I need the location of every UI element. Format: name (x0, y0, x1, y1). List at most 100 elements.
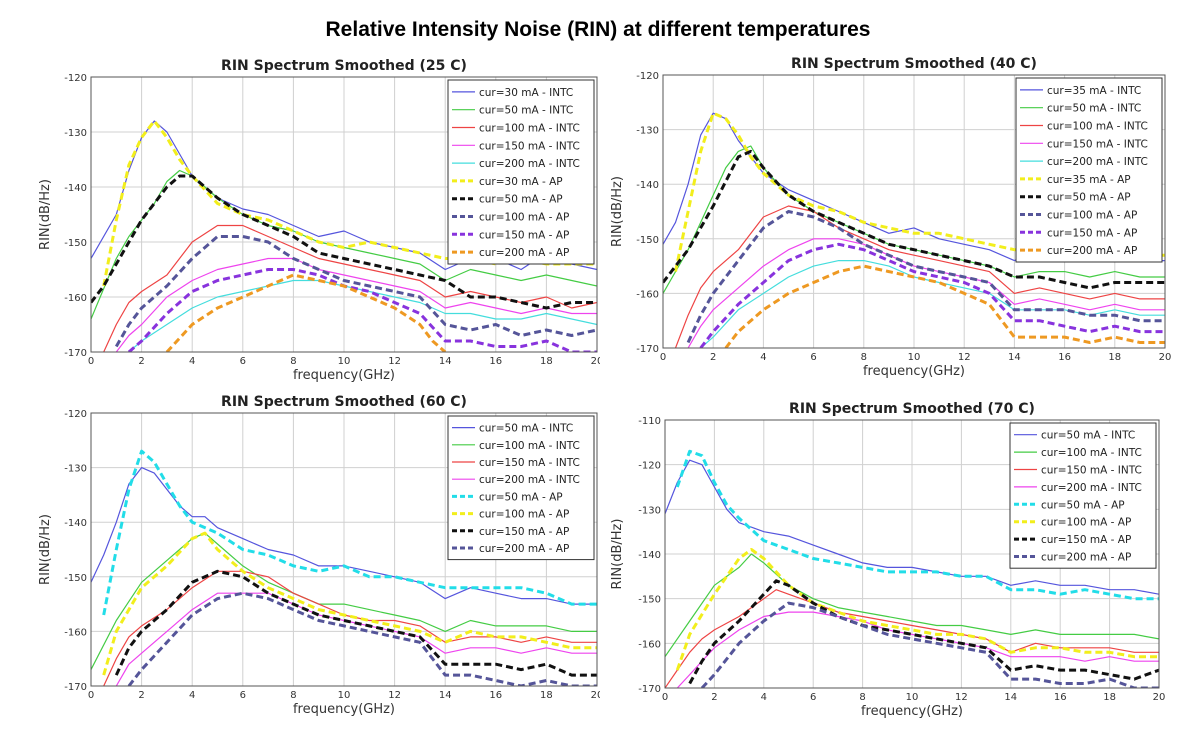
y-axis-label: RIN(dB/Hz) (610, 176, 625, 247)
legend-entry: cur=100 mA - AP (1041, 517, 1131, 529)
x-tick-label: 12 (388, 356, 401, 367)
x-tick-label: 8 (290, 690, 296, 701)
series-line (115, 257, 597, 352)
legend-entry: cur=150 mA - INTC (1041, 465, 1142, 477)
legend-entry: cur=200 mA - INTC (1041, 482, 1142, 494)
legend-box (447, 415, 595, 561)
y-tick-label: -150 (64, 238, 87, 249)
legend-entry: cur=100 mA - AP (479, 212, 569, 224)
x-tick-label: 18 (540, 356, 553, 367)
legend-entry: cur=50 mA - AP (1041, 499, 1125, 511)
x-tick-label: 18 (1108, 352, 1121, 363)
legend-entry: cur=200 mA - AP (479, 543, 569, 555)
x-tick-label: 14 (439, 356, 452, 367)
legend-entry: cur=35 mA - INTC (1047, 85, 1141, 97)
y-tick-label: -130 (638, 505, 661, 516)
x-tick-label: 18 (1103, 692, 1116, 703)
x-tick-label: 8 (290, 356, 296, 367)
legend-entry: cur=200 mA - AP (1041, 552, 1131, 564)
series-line (700, 260, 1165, 348)
x-tick-label: 10 (338, 356, 351, 367)
x-tick-label: 2 (138, 356, 144, 367)
legend-entry: cur=200 mA - AP (1047, 245, 1137, 257)
chart-title: RIN Spectrum Smoothed (60 C) (221, 395, 467, 410)
y-tick-label: -170 (638, 684, 661, 695)
rin-chart: RIN Spectrum Smoothed (60 C) 0 2 4 6 8 10 12 14 1… (38, 395, 600, 717)
series-line (724, 264, 1165, 348)
chart-panel-70c: RIN Spectrum Smoothed (70 C) 0 2 4 6 8 10 12 14 1… (607, 398, 1179, 730)
x-tick-label: 16 (1058, 352, 1071, 363)
legend-entry: cur=50 mA - INTC (479, 105, 573, 117)
x-tick-label: 4 (189, 356, 195, 367)
legend-entry: cur=100 mA - INTC (1041, 447, 1142, 459)
series-line (674, 205, 1165, 348)
series-line (165, 273, 447, 352)
x-tick-label: 16 (489, 690, 502, 701)
plot-frame (664, 419, 1160, 689)
y-axis-label: RIN(dB/Hz) (38, 179, 53, 250)
legend-entry: cur=100 mA - AP (479, 509, 569, 521)
x-tick-label: 20 (1153, 692, 1166, 703)
legend-entry: cur=150 mA - AP (479, 526, 569, 538)
series-line (665, 459, 1159, 595)
y-axis-label: RIN(dB/Hz) (610, 519, 625, 590)
series-line (686, 210, 1165, 344)
legend-entry: cur=30 mA - AP (479, 176, 563, 188)
series-line (663, 149, 1165, 290)
series-line (665, 553, 1159, 658)
x-tick-label: 4 (189, 690, 195, 701)
y-tick-label: -170 (636, 344, 659, 355)
series-line (127, 591, 597, 686)
x-axis-label: frequency(GHz) (293, 702, 395, 717)
y-tick-label: -150 (636, 235, 659, 246)
legend-entry: cur=150 mA - INTC (479, 140, 580, 152)
legend-entry: cur=50 mA - AP (479, 491, 563, 503)
rin-chart: RIN Spectrum Smoothed (40 C) 0 2 4 6 8 10 12 14 1… (610, 56, 1171, 379)
y-tick-label: -170 (64, 682, 87, 693)
y-tick-label: -110 (638, 416, 661, 427)
chart-panel-25c: RIN Spectrum Smoothed (25 C) 0 2 4 6 8 10 12 14 1… (35, 55, 600, 390)
x-tick-label: 10 (908, 352, 921, 363)
legend-entry: cur=50 mA - INTC (1041, 430, 1135, 442)
x-tick-label: 14 (1008, 352, 1021, 363)
chart-panel-40c: RIN Spectrum Smoothed (40 C) 0 2 4 6 8 10 12 14 1… (607, 53, 1179, 390)
series-line (699, 242, 1165, 348)
series-line (114, 569, 597, 677)
x-tick-label: 6 (240, 356, 246, 367)
chart-panel-60c: RIN Spectrum Smoothed (60 C) 0 2 4 6 8 10 12 14 1… (35, 395, 600, 730)
x-tick-label: 16 (1054, 692, 1067, 703)
plot-frame (662, 74, 1166, 349)
legend-entry: cur=50 mA - INTC (479, 423, 573, 435)
legend-entry: cur=50 mA - AP (479, 194, 563, 206)
series-line (127, 268, 597, 352)
series-line (688, 579, 1159, 685)
series-line (102, 531, 597, 676)
legend-entry: cur=150 mA - INTC (479, 457, 580, 469)
y-axis-label: RIN(dB/Hz) (38, 514, 53, 585)
x-tick-label: 2 (138, 690, 144, 701)
legend-entry: cur=200 mA - INTC (479, 474, 580, 486)
x-tick-label: 0 (660, 352, 666, 363)
y-tick-label: -120 (638, 461, 661, 472)
x-tick-label: 4 (761, 692, 767, 703)
y-tick-label: -140 (64, 183, 87, 194)
x-tick-label: 12 (388, 690, 401, 701)
y-tick-label: -150 (64, 573, 87, 584)
x-tick-label: 0 (88, 690, 94, 701)
chart-title: RIN Spectrum Smoothed (25 C) (221, 58, 467, 74)
legend-entry: cur=150 mA - AP (1041, 534, 1131, 546)
plot-frame (90, 412, 598, 687)
chart-title: RIN Spectrum Smoothed (40 C) (791, 56, 1037, 72)
x-tick-label: 20 (591, 690, 600, 701)
series-line (663, 145, 1165, 294)
legend-box (1009, 422, 1157, 569)
series-line (91, 466, 597, 605)
x-tick-label: 16 (489, 356, 502, 367)
y-tick-label: -140 (638, 550, 661, 561)
x-axis-label: frequency(GHz) (863, 364, 965, 379)
y-tick-label: -120 (64, 409, 87, 420)
y-tick-label: -130 (636, 126, 659, 137)
y-tick-label: -120 (64, 73, 87, 84)
series-line (114, 235, 597, 348)
y-tick-label: -130 (64, 464, 87, 475)
